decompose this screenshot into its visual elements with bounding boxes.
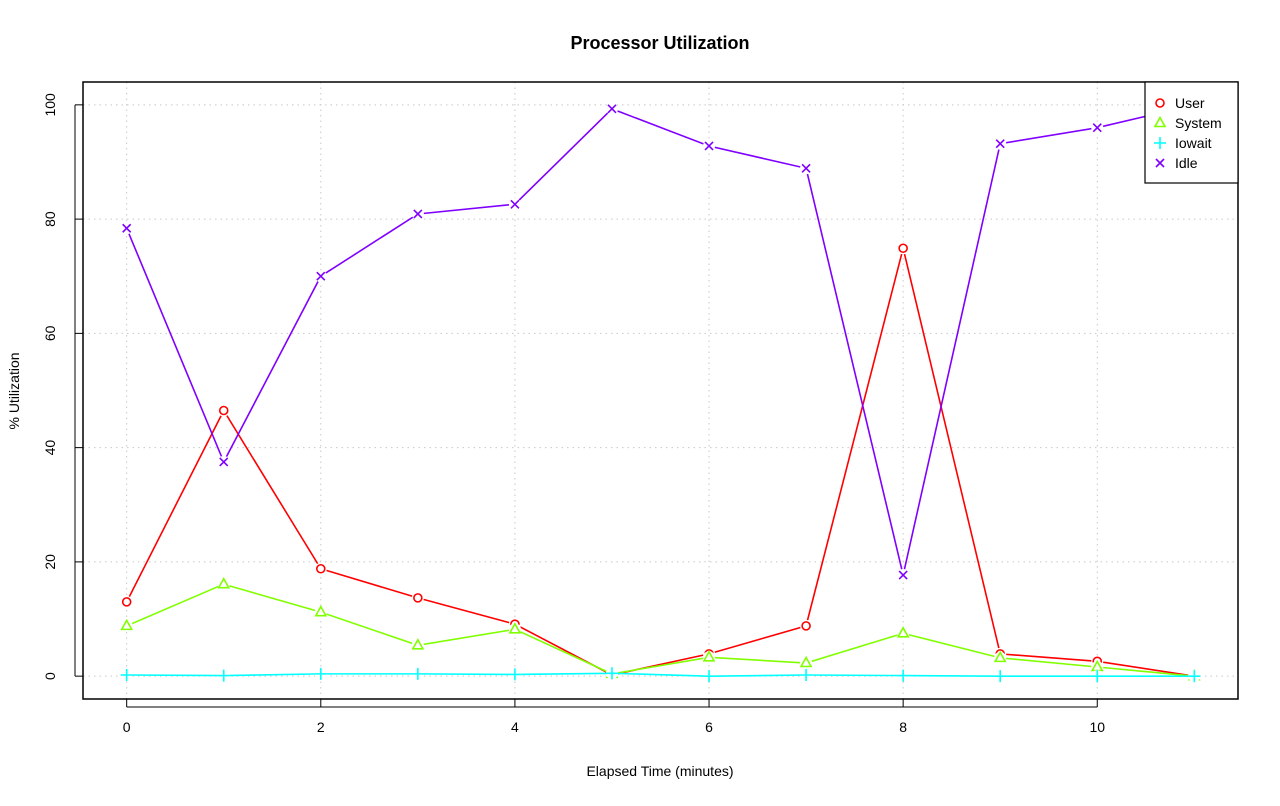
idle-line [125,104,1195,576]
user-point [315,563,326,574]
series-user [120,242,1201,683]
system-point [702,650,716,662]
system-point [508,622,522,634]
idle-point [898,570,908,580]
system-line [126,583,1195,677]
legend-iowait-icon [1154,137,1166,149]
system-point [217,577,231,589]
y-tick-label: 80 [42,211,58,227]
system-point [799,655,813,668]
idle-point [801,163,811,173]
iowait-point [411,667,424,680]
x-tick-label: 10 [1089,719,1105,735]
user-point [121,597,132,607]
idle-point [995,139,1005,149]
y-tick-label: 60 [42,325,58,341]
iowait-point [217,669,230,682]
iowait-point [994,670,1007,683]
system-point [314,605,328,617]
legend-idle-icon [1155,158,1165,168]
grid [83,82,1238,699]
idle-point [607,104,617,114]
y-tick-label: 0 [42,672,58,680]
legend-label-user: User [1175,95,1205,111]
system-point [120,618,134,631]
x-tick-label: 4 [511,719,519,735]
iowait-line [126,672,1195,677]
x-tick-label: 6 [705,719,713,735]
x-tick-label: 8 [899,719,907,735]
iowait-point [703,670,716,683]
idle-point [510,199,520,209]
y-tick-label: 100 [42,93,58,117]
x-tick-label: 2 [317,719,325,735]
y-axis-label: % Utilization [6,352,22,429]
idle-point [316,271,326,281]
series-idle [120,98,1201,582]
idle-point [122,223,132,233]
chart-title: Processor Utilization [570,33,749,53]
iowait-point [800,669,813,682]
user-point [898,243,908,254]
user-line [125,248,1195,677]
series-iowait [120,667,1201,683]
legend-label-iowait: Iowait [1175,135,1212,151]
system-point [411,638,425,650]
y-tick-label: 40 [42,440,58,456]
user-point [218,405,229,416]
idle-point [413,209,423,219]
legend-label-idle: Idle [1175,155,1198,171]
system-point [896,626,910,638]
system-point [993,650,1007,663]
idle-point [704,141,714,151]
series-system [120,577,1201,683]
iowait-point [508,668,521,681]
legend-user-icon [1155,98,1165,108]
idle-point [219,457,229,467]
idle-point [1092,123,1102,133]
legend: User System Iowait Idle [1144,81,1239,184]
iowait-point [897,669,910,682]
y-tick-label: 20 [42,554,58,570]
x-axis-label: Elapsed Time (minutes) [586,763,733,779]
legend-label-system: System [1175,115,1222,131]
legend-system-icon [1153,115,1167,128]
series-group [120,98,1201,683]
plot-frame [82,81,1239,700]
iowait-point [605,667,618,680]
iowait-point [1188,670,1201,683]
x-tick-label: 0 [123,719,131,735]
iowait-point [120,669,133,682]
user-point [413,593,423,603]
user-point [801,621,811,631]
iowait-point [314,667,327,680]
iowait-point [1091,670,1104,683]
